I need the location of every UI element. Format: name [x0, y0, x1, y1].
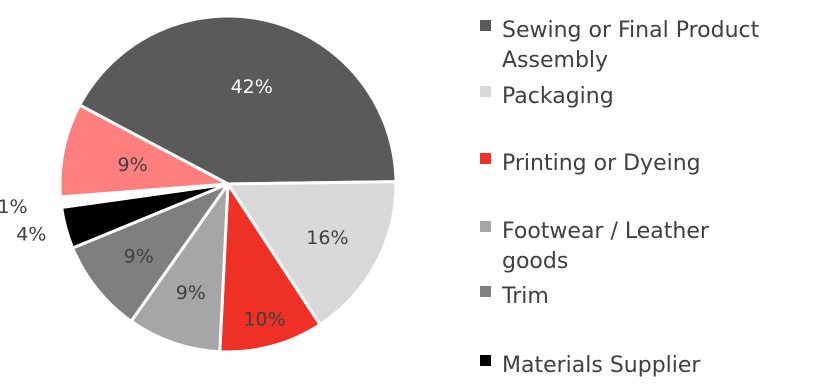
- pie-data-label-packaging-1: 16%: [306, 227, 348, 249]
- pie-data-label-unlabeled-6: 1%: [0, 196, 28, 218]
- legend-swatch: [480, 86, 491, 97]
- pie-slices: [58, 14, 398, 354]
- legend-label: Packaging: [502, 84, 614, 109]
- legend: Sewing or Final Product Assembly Packaging…: [480, 18, 760, 378]
- legend-item-printing-or-dyeing-2: Printing or Dyeing: [480, 151, 701, 176]
- legend-label: goods: [502, 249, 568, 274]
- legend-label: Assembly: [502, 48, 608, 73]
- pie-data-label-footwear-leather-goods-3: 9%: [176, 282, 206, 304]
- legend-item-packaging-1: Packaging: [480, 84, 614, 109]
- legend-swatch: [480, 286, 491, 297]
- pie-data-label-unlabeled-7: 9%: [118, 154, 148, 176]
- legend-item-sewing-or-final-product-assembly-0: Sewing or Final Product Assembly: [480, 18, 760, 73]
- legend-swatch: [480, 20, 491, 31]
- pie-data-label-sewing-or-final-product-assembly-0: 42%: [231, 76, 273, 98]
- pie-data-label-materials-supplier-5: 4%: [16, 223, 46, 245]
- legend-swatch: [480, 153, 491, 164]
- legend-label: Footwear / Leather: [502, 219, 710, 244]
- pie-slice-unlabeled-7: [58, 103, 230, 199]
- pie-data-label-printing-or-dyeing-2: 10%: [243, 309, 285, 331]
- pie-slice-trim-4: [71, 182, 230, 323]
- legend-swatch: [480, 355, 491, 366]
- legend-item-materials-supplier-5: Materials Supplier: [480, 353, 701, 378]
- legend-swatch: [480, 221, 491, 232]
- legend-label: Materials Supplier: [502, 353, 701, 378]
- legend-label: Sewing or Final Product: [502, 18, 760, 43]
- pie-slice-sewing-or-final-product-assembly-0: [78, 14, 398, 186]
- pie-slice-printing-or-dyeing-2: [218, 182, 322, 354]
- pie-slice-footwear-leather-goods-3: [129, 182, 230, 354]
- legend-item-footwear-leather-goods-3: Footwear / Leather goods: [480, 219, 710, 274]
- pie-data-labels: 42% 16% 10% 9% 9% 4% 1% 9%: [0, 76, 349, 331]
- legend-label: Printing or Dyeing: [502, 151, 701, 176]
- legend-label: Trim: [501, 284, 549, 309]
- pie-slice-packaging-1: [226, 180, 398, 327]
- legend-item-trim-4: Trim: [480, 284, 549, 309]
- pie-data-label-trim-4: 9%: [124, 245, 154, 267]
